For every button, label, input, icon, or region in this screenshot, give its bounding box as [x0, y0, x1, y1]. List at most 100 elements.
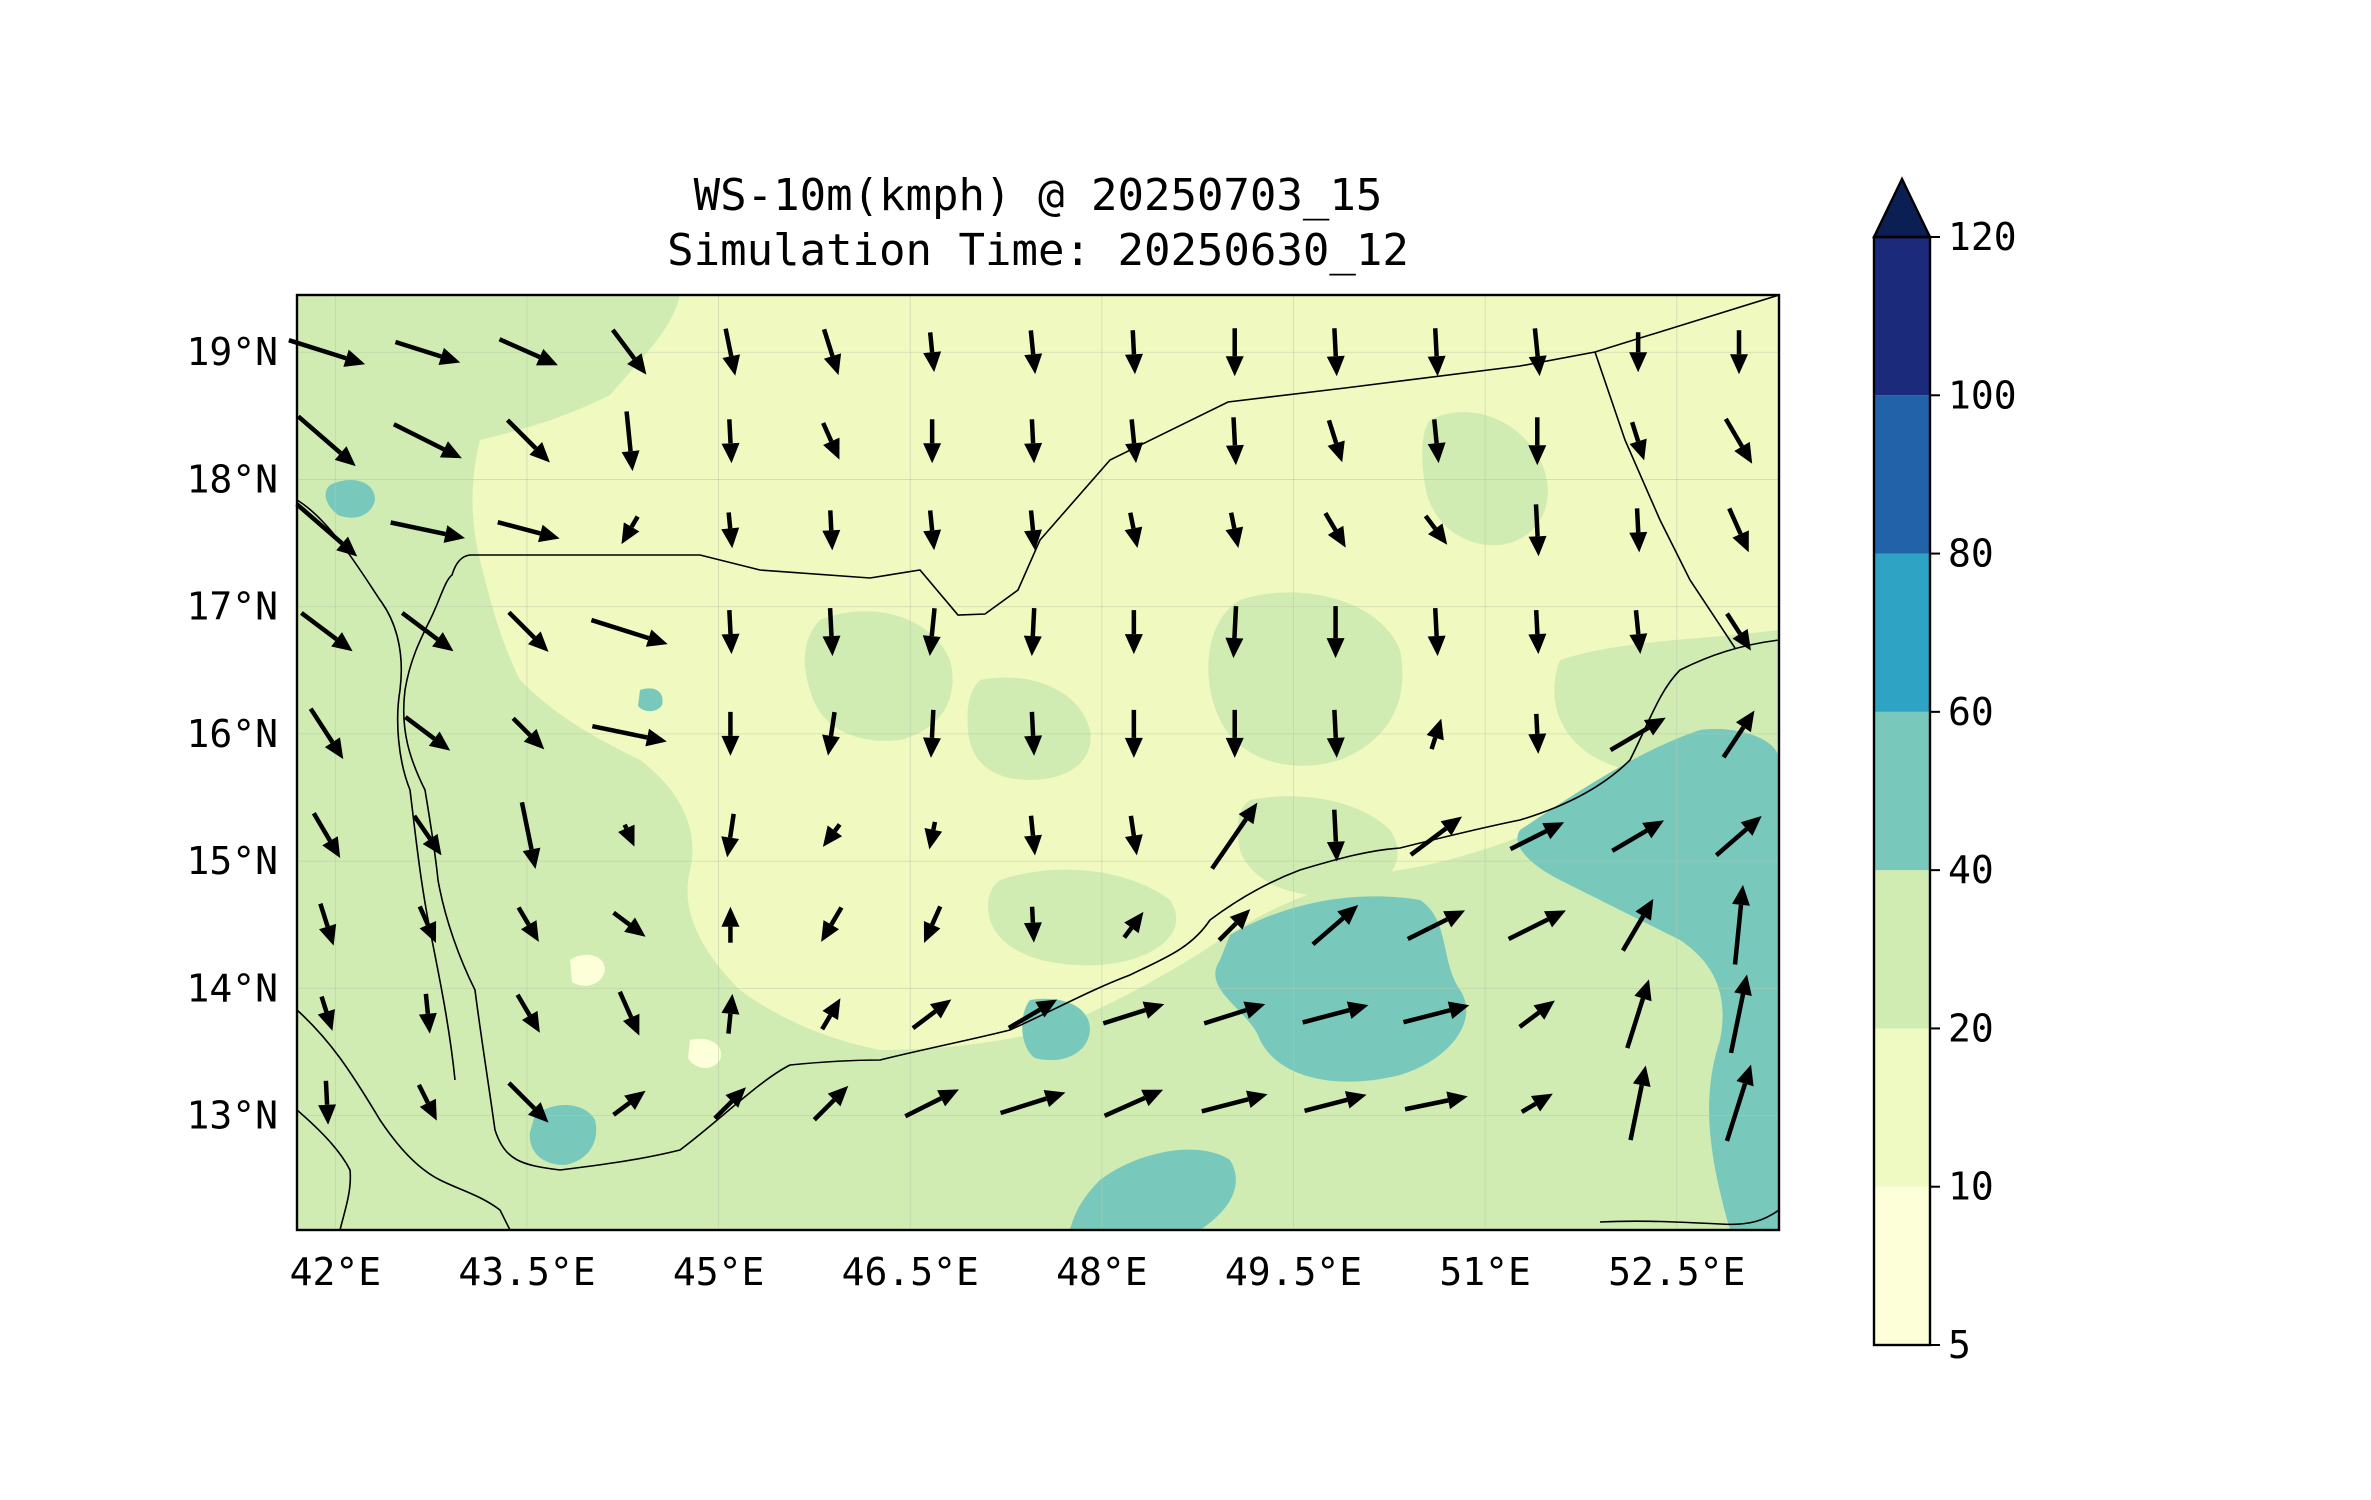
- colorbar-segment-80-100: [1874, 395, 1930, 554]
- wind-vector-71: [1426, 718, 1444, 750]
- wind-vector-131: [1404, 1091, 1468, 1112]
- wind-vector-57: [1528, 610, 1547, 655]
- wind-vector-2: [498, 337, 558, 366]
- wind-vector-26: [1427, 419, 1446, 464]
- wind-vector-77: [519, 801, 541, 869]
- wind-vector-70: [1326, 709, 1345, 758]
- wind-vector-64: [721, 711, 740, 756]
- wind-vector-14: [1730, 330, 1748, 375]
- wind-vector-81: [924, 821, 943, 850]
- zone-20-40-central: [1237, 796, 1398, 896]
- x-tick-label-7: 52.5°E: [1608, 1250, 1745, 1294]
- colorbar-label-40: 40: [1948, 848, 1994, 892]
- zone-40-60-arabian-sea: [1517, 729, 1779, 1230]
- wind-vector-30: [295, 502, 358, 557]
- wind-vector-65: [822, 711, 840, 756]
- x-tick-label-4: 48°E: [1056, 1250, 1148, 1294]
- wind-vector-12: [1528, 328, 1547, 377]
- wind-vector-7: [1024, 330, 1043, 375]
- wind-vector-115: [1302, 1001, 1369, 1025]
- wind-vector-99: [1217, 909, 1251, 942]
- zone-40-60-gulf-of-aden: [1215, 896, 1467, 1082]
- wind-vector-124: [713, 1087, 746, 1120]
- coastline-horn-of-africa: [297, 1009, 511, 1230]
- wind-vector-24: [1225, 417, 1244, 466]
- wind-vector-67: [1024, 711, 1043, 756]
- wind-vector-111: [911, 999, 952, 1030]
- wind-vector-33: [621, 515, 640, 545]
- colorbar-label-20: 20: [1948, 1006, 1994, 1050]
- wind-vector-13: [1629, 332, 1648, 373]
- wind-vector-10: [1326, 328, 1345, 377]
- wind-vector-19: [721, 419, 740, 464]
- y-tick-label-0: 19°N: [186, 330, 278, 374]
- wind-vector-118: [1625, 979, 1652, 1049]
- wind-vector-43: [1629, 508, 1648, 553]
- latitude-axis: 19°N 18°N 17°N 16°N 15°N 14°N 13°N: [186, 330, 278, 1137]
- wind-vector-54: [1225, 606, 1244, 659]
- country-border-oman: [1594, 351, 1736, 649]
- coastline-eritrea: [297, 499, 456, 1081]
- wind-vector-90: [318, 903, 337, 946]
- wind-vector-108: [617, 990, 640, 1036]
- wind-vector-126: [904, 1089, 959, 1119]
- y-tick-label-2: 17°N: [186, 585, 278, 629]
- wind-vector-113: [1102, 1001, 1165, 1026]
- wind-vector-58: [1629, 609, 1648, 654]
- wind-vector-60: [308, 707, 344, 760]
- colorbar: 5 10 20 40 60 80 100 120: [1872, 176, 2017, 1367]
- wind-vector-25: [1326, 419, 1345, 463]
- wind-speed-fill: [297, 295, 1779, 1230]
- wind-vector-92: [516, 906, 539, 942]
- wind-vector-35: [822, 510, 841, 551]
- wind-vector-16: [392, 422, 462, 459]
- zone-20-40-hadramawt-1: [1208, 592, 1403, 766]
- wind-vector-66: [922, 709, 941, 758]
- colorbar-label-60: 60: [1948, 690, 1994, 734]
- y-tick-label-3: 16°N: [186, 712, 278, 756]
- wind-vector-31: [390, 520, 466, 543]
- wind-vector-121: [416, 1083, 437, 1121]
- y-tick-label-4: 15°N: [186, 839, 278, 883]
- boundaries: [297, 295, 1779, 1230]
- wind-vector-8: [1124, 330, 1143, 375]
- wind-vector-68: [1124, 709, 1143, 758]
- zone-40-60-offshore-patch: [638, 688, 663, 712]
- wind-vector-47: [507, 610, 549, 652]
- x-tick-label-5: 49.5°E: [1225, 1250, 1362, 1294]
- wind-vector-94: [721, 906, 740, 943]
- wind-vector-127: [999, 1089, 1066, 1116]
- wind-vector-32: [497, 520, 560, 543]
- colorbar-extend-arrow: [1872, 176, 1932, 239]
- wind-vector-91: [417, 905, 437, 943]
- wind-vector-51: [922, 608, 941, 656]
- wind-vector-84: [1210, 802, 1258, 870]
- wind-vector-74: [1721, 710, 1755, 759]
- wind-vector-102: [1507, 910, 1566, 942]
- wind-vector-37: [1024, 510, 1042, 551]
- wind-vector-42: [1528, 504, 1547, 557]
- wind-vector-82: [1024, 815, 1042, 856]
- zone-20-40-hadramawt-2: [804, 611, 953, 741]
- wind-vector-41: [1423, 514, 1448, 545]
- wind-vector-29: [1723, 417, 1753, 464]
- wind-vector-87: [1509, 822, 1565, 852]
- colorbar-segment-100-120: [1874, 237, 1930, 396]
- zone-40-60-southeast: [1070, 1149, 1236, 1230]
- wind-vector-75: [311, 812, 341, 859]
- wind-vector-5: [821, 328, 842, 376]
- zone-40-60-aden-coast: [1022, 998, 1090, 1061]
- wind-vector-112: [1007, 999, 1058, 1030]
- x-tick-label-0: 42°E: [290, 1250, 382, 1294]
- colorbar-label-80: 80: [1948, 532, 1994, 576]
- wind-vector-114: [1203, 1001, 1266, 1026]
- coastline-red-sea: [402, 554, 561, 1171]
- wind-vector-63: [591, 724, 667, 747]
- wind-vector-76: [412, 814, 442, 856]
- wind-vector-101: [1406, 910, 1466, 942]
- map-title-line-2: Simulation Time: 20250630_12: [667, 225, 1409, 276]
- wind-vector-53: [1124, 610, 1143, 655]
- wind-vector-6: [923, 332, 942, 373]
- wind-vector-125: [812, 1085, 849, 1122]
